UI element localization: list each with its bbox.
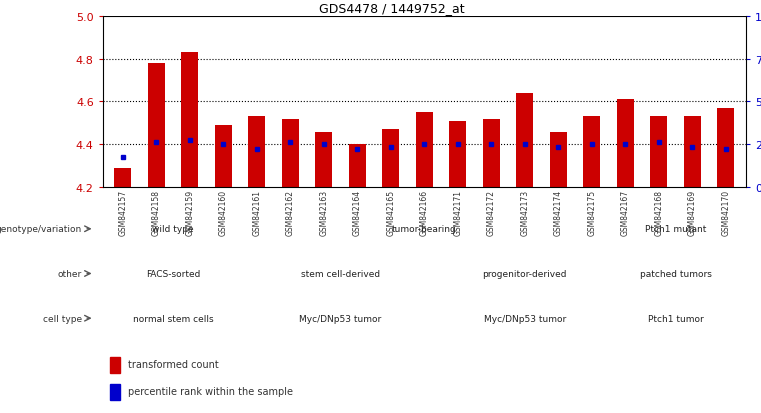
Text: tumor-bearing: tumor-bearing <box>392 225 457 234</box>
Text: Myc/DNp53 tumor: Myc/DNp53 tumor <box>483 314 566 323</box>
Bar <box>110 357 120 373</box>
Bar <box>550 132 567 188</box>
Title: GDS4478 / 1449752_at: GDS4478 / 1449752_at <box>320 2 465 15</box>
Bar <box>517 94 533 188</box>
Text: other: other <box>58 269 82 278</box>
Bar <box>382 130 399 188</box>
Text: Ptch1 mutant: Ptch1 mutant <box>645 225 706 234</box>
Bar <box>718 109 734 188</box>
Bar <box>110 384 120 400</box>
Text: Myc/DNp53 tumor: Myc/DNp53 tumor <box>299 314 382 323</box>
Text: cell type: cell type <box>43 314 82 323</box>
Bar <box>114 169 131 188</box>
Bar <box>416 113 433 188</box>
Bar <box>215 126 231 188</box>
Bar <box>315 132 332 188</box>
Text: wild type: wild type <box>152 225 194 234</box>
Text: FACS-sorted: FACS-sorted <box>146 269 200 278</box>
Bar <box>450 121 466 188</box>
Bar <box>349 145 365 188</box>
Bar <box>483 119 500 188</box>
Bar <box>617 100 634 188</box>
Bar <box>584 117 600 188</box>
Bar <box>181 53 198 188</box>
Text: patched tumors: patched tumors <box>639 269 712 278</box>
Bar <box>684 117 701 188</box>
Bar <box>651 117 667 188</box>
Text: progenitor-derived: progenitor-derived <box>482 269 567 278</box>
Bar <box>148 64 164 188</box>
Bar <box>248 117 265 188</box>
Text: transformed count: transformed count <box>128 359 218 369</box>
Text: normal stem cells: normal stem cells <box>132 314 213 323</box>
Bar <box>282 119 298 188</box>
Text: Ptch1 tumor: Ptch1 tumor <box>648 314 703 323</box>
Text: percentile rank within the sample: percentile rank within the sample <box>128 387 293 396</box>
Text: genotype/variation: genotype/variation <box>0 225 82 234</box>
Text: stem cell-derived: stem cell-derived <box>301 269 380 278</box>
